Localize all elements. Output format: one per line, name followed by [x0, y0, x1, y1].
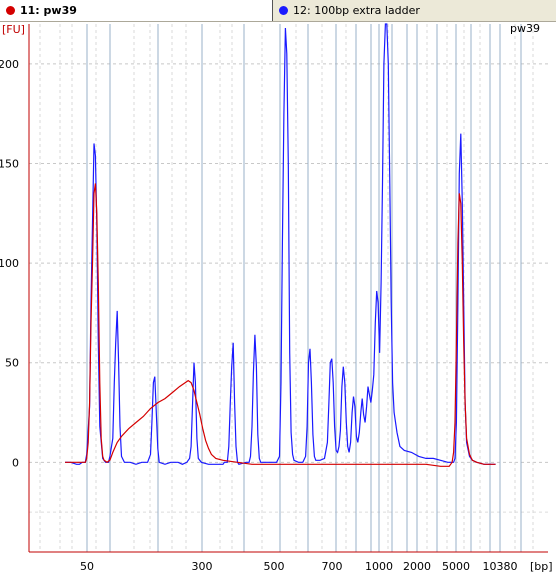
y-axis-label: [FU]	[2, 23, 25, 36]
tab-label: 11: pw39	[20, 4, 77, 17]
x-tick-label: 700	[322, 560, 343, 573]
y-tick-label: 0	[12, 456, 19, 469]
series-lines	[65, 23, 496, 467]
series-line	[65, 183, 496, 467]
y-tick-label: 50	[5, 357, 19, 370]
y-grid	[29, 63, 548, 513]
y-tick-label: 200	[0, 58, 19, 71]
x-tick-label: 5000	[442, 560, 470, 573]
red-dot-icon	[6, 6, 15, 15]
electropherogram-chart: 0 50 100 150 200 50 300 500 700 1000 2000 5000 1038…	[0, 22, 553, 573]
series-line	[65, 23, 496, 465]
x-tick-labels: 50 300 500 700 1000 2000 5000 10380	[80, 560, 518, 573]
tab-sample-12[interactable]: 12: 100bp extra ladder	[273, 0, 556, 21]
x-tick-label: 10380	[483, 560, 518, 573]
chart-title: pw39	[510, 22, 540, 35]
x-tick-label: 500	[264, 560, 285, 573]
x-tick-label: 50	[80, 560, 94, 573]
sample-tab-bar: 11: pw39 12: 100bp extra ladder	[0, 0, 556, 22]
x-tick-label: 2000	[403, 560, 431, 573]
blue-dot-icon	[279, 6, 288, 15]
x-tick-label: 300	[192, 560, 213, 573]
x-grid	[39, 24, 534, 552]
tab-sample-11[interactable]: 11: pw39	[0, 0, 273, 21]
x-axis-label: [bp]	[530, 560, 553, 573]
y-tick-labels: 0 50 100 150 200	[0, 58, 19, 469]
tab-label: 12: 100bp extra ladder	[293, 4, 420, 17]
y-tick-label: 150	[0, 157, 19, 170]
y-tick-label: 100	[0, 257, 19, 270]
x-tick-label: 1000	[365, 560, 393, 573]
